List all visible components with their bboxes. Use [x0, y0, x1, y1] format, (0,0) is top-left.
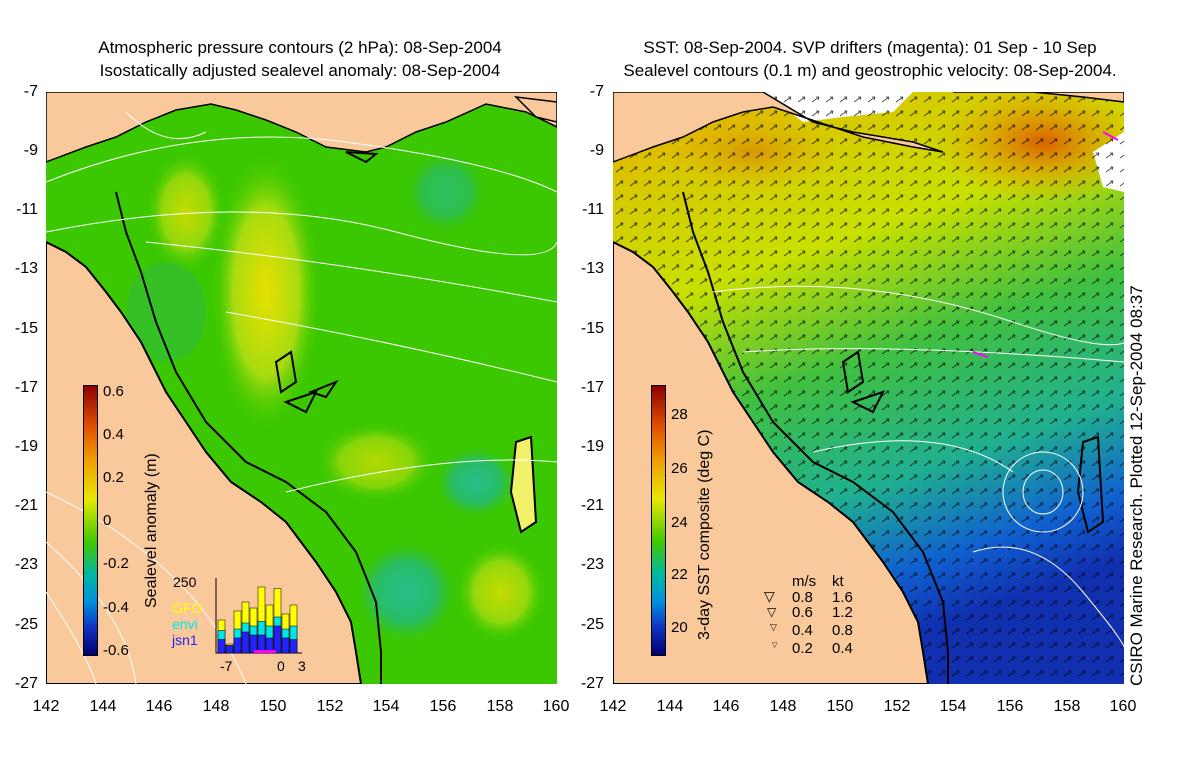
sst-tick-22: 22	[671, 566, 688, 583]
inset-xtick-0: 0	[277, 658, 285, 674]
right-ytick-neg21: -21	[580, 497, 604, 514]
jsn1-bar	[217, 639, 226, 654]
right-ytick-neg19: -19	[580, 438, 604, 455]
inset-legend-envi: envi	[172, 616, 198, 632]
sla-tick-0: 0	[103, 512, 112, 529]
right-ytick-neg27: -27	[580, 675, 604, 692]
sealevel-anomaly-map[interactable]	[46, 92, 557, 684]
left-xtick-150: 150	[259, 698, 287, 715]
right-ytick-neg9: -9	[589, 142, 604, 159]
left-xtick-146: 146	[145, 698, 173, 715]
right-xtick-158: 158	[1053, 698, 1081, 715]
sealevel-colorbar-label: Sealevel anomaly (m)	[143, 453, 160, 608]
right-ytick-neg15: -15	[580, 320, 604, 337]
velocity-legend-row-0.2-kt: 0.4	[832, 640, 853, 657]
sealevel-colorbar	[83, 385, 98, 656]
right-xtick-150: 150	[826, 698, 854, 715]
velocity-legend-row-0.2-ms: 0.2	[792, 640, 813, 657]
velocity-legend-arrow-0.6: ▽	[767, 605, 777, 619]
sla-tick-neg0.4: -0.4	[103, 599, 129, 616]
sla-tick-neg0.2: -0.2	[103, 555, 129, 572]
jsn1-bar	[241, 631, 250, 654]
velocity-legend-arrow-0.8: ▽	[764, 588, 775, 604]
jsn1-bar	[249, 634, 258, 654]
left-xtick-158: 158	[486, 698, 514, 715]
left-ytick-neg25: -25	[14, 616, 38, 633]
sst-colorbar-label: 3-day SST composite (deg C)	[696, 429, 713, 640]
right-xtick-142: 142	[599, 698, 627, 715]
right-xtick-148: 148	[769, 698, 797, 715]
sla-tick-0.2: 0.2	[103, 469, 124, 486]
left-xtick-144: 144	[89, 698, 117, 715]
right-ytick-neg17: -17	[580, 379, 604, 396]
right-xtick-154: 154	[939, 698, 967, 715]
left-title-line2: Isostatically adjusted sealevel anomaly:…	[99, 61, 501, 80]
right-xtick-160: 160	[1109, 698, 1137, 715]
velocity-legend-row-0.6-kt: 1.2	[832, 604, 853, 621]
right-ytick-neg11: -11	[582, 201, 604, 218]
left-ytick-neg27: -27	[14, 675, 38, 692]
left-ytick-neg23: -23	[14, 556, 38, 573]
left-ytick-neg15: -15	[14, 320, 38, 337]
sla-tick-0.4: 0.4	[103, 426, 124, 443]
velocity-legend-row-0.4-kt: 0.8	[832, 622, 853, 639]
left-title-line1: Atmospheric pressure contours (2 hPa): 0…	[98, 38, 502, 57]
left-xtick-148: 148	[202, 698, 230, 715]
left-ytick-neg19: -19	[14, 438, 38, 455]
left-ytick-neg7: -7	[23, 83, 38, 100]
right-ytick-neg7: -7	[589, 83, 604, 100]
jsn1-bar	[233, 637, 242, 654]
altimeter-pass-histogram	[215, 578, 302, 654]
jsn1-bar	[273, 625, 282, 654]
inset-current-period-marker	[254, 650, 276, 653]
sst-map[interactable]	[613, 92, 1124, 684]
left-xtick-154: 154	[372, 698, 400, 715]
sst-colorbar	[651, 385, 666, 656]
right-xtick-146: 146	[712, 698, 740, 715]
right-ytick-neg25: -25	[580, 616, 604, 633]
jsn1-bar	[225, 645, 234, 654]
jsn1-bar	[281, 637, 290, 654]
inset-ymax-label: 250	[173, 574, 197, 590]
left-ytick-neg13: -13	[14, 260, 38, 277]
left-ytick-neg11: -11	[16, 201, 38, 218]
sst-tick-20: 20	[671, 619, 688, 636]
right-ytick-neg23: -23	[580, 556, 604, 573]
jsn1-bar	[289, 639, 298, 654]
right-xtick-156: 156	[996, 698, 1024, 715]
velocity-legend-row-0.4-ms: 0.4	[792, 622, 813, 639]
left-xtick-142: 142	[32, 698, 60, 715]
velocity-legend-ms-header: m/s	[792, 573, 817, 590]
left-xtick-156: 156	[429, 698, 457, 715]
left-ytick-neg9: -9	[23, 142, 38, 159]
left-ytick-neg21: -21	[14, 497, 38, 514]
sst-tick-28: 28	[671, 406, 688, 423]
inset-legend-gfo: GFO	[172, 600, 203, 616]
left-xtick-152: 152	[316, 698, 344, 715]
velocity-legend-kt-header: kt	[832, 573, 844, 590]
right-xtick-144: 144	[656, 698, 684, 715]
right-ytick-neg13: -13	[580, 260, 604, 277]
inset-legend-jsn1: jsn1	[172, 632, 198, 648]
velocity-legend-row-0.8-kt: 1.6	[832, 589, 853, 606]
velocity-legend-arrow-0.2: ▽	[772, 642, 778, 649]
velocity-legend-row-0.8-ms: 0.8	[792, 589, 813, 606]
right-xtick-152: 152	[883, 698, 911, 715]
inset-xtick-neg7: -7	[220, 658, 233, 674]
right-title-line2: Sealevel contours (0.1 m) and geostrophi…	[623, 61, 1117, 80]
sst-tick-26: 26	[671, 460, 688, 477]
plot-credit: CSIRO Marine Research. Plotted 12-Sep-20…	[1127, 285, 1146, 686]
right-title-line1: SST: 08-Sep-2004. SVP drifters (magenta)…	[643, 38, 1097, 57]
sst-tick-24: 24	[671, 514, 688, 531]
velocity-legend-arrow-0.4: ▽	[770, 622, 777, 632]
left-ytick-neg17: -17	[14, 379, 38, 396]
velocity-legend-row-0.6-ms: 0.6	[792, 604, 813, 621]
sla-tick-neg0.6: -0.6	[103, 642, 129, 659]
left-xtick-160: 160	[542, 698, 570, 715]
sla-tick-0.6: 0.6	[103, 383, 124, 400]
inset-xtick-3: 3	[298, 658, 306, 674]
